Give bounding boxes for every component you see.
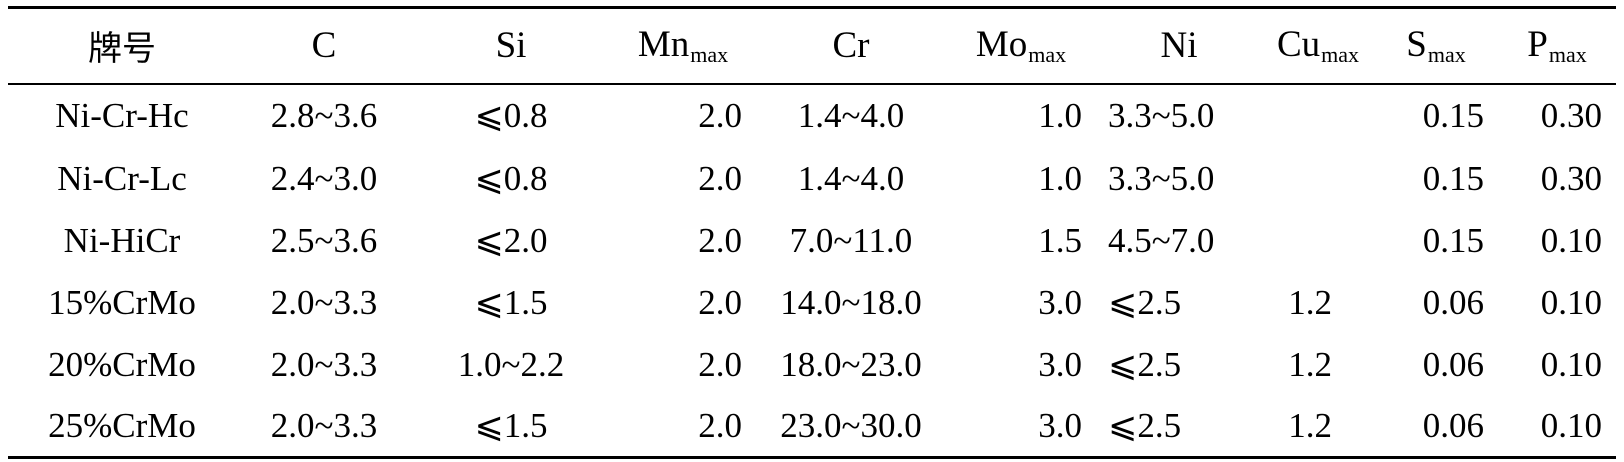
cell-ni: 3.3~5.0 xyxy=(1108,158,1215,198)
cell-grade: 20%CrMo xyxy=(48,344,196,384)
table-row: Ni-HiCr 2.5~3.6 ⩽2.0 2.0 7.0~11.0 1.5 4.… xyxy=(8,210,1616,272)
cell-c: 2.8~3.6 xyxy=(270,96,378,135)
cell-cu xyxy=(1262,84,1374,148)
cell-cr: 18.0~23.0 xyxy=(780,344,922,384)
cell-mo: 3.0 xyxy=(1038,344,1082,384)
cell-grade: 15%CrMo xyxy=(48,282,196,322)
cell-mn: 2.0 xyxy=(698,344,742,384)
cell-si: ⩽1.5 xyxy=(474,405,548,445)
cell-mo: 1.0 xyxy=(1038,96,1082,135)
header-grade: 牌号 xyxy=(88,29,156,70)
header-p: Pmax xyxy=(1498,8,1616,84)
cell-s: 0.15 xyxy=(1422,96,1484,135)
table-row: Ni-Cr-Lc 2.4~3.0 ⩽0.8 2.0 1.4~4.0 1.0 3.… xyxy=(8,148,1616,210)
header-mn-subscript: max xyxy=(690,42,729,68)
cell-cr: 14.0~18.0 xyxy=(780,282,922,322)
header-mo: Momax xyxy=(946,8,1096,84)
header-s: Smax xyxy=(1374,8,1498,84)
cell-si: ⩽1.5 xyxy=(474,282,548,322)
cell-cu xyxy=(1262,210,1374,272)
header-cr: Cr xyxy=(832,25,870,67)
cell-c: 2.5~3.6 xyxy=(270,220,378,260)
cell-p: 0.10 xyxy=(1540,344,1602,384)
cell-grade: Ni-HiCr xyxy=(63,220,181,260)
cell-c: 2.0~3.3 xyxy=(270,282,378,322)
header-s-subscript: max xyxy=(1427,42,1466,68)
cell-grade: Ni-Cr-Hc xyxy=(55,96,189,135)
cell-mn: 2.0 xyxy=(698,405,742,445)
cell-mn: 2.0 xyxy=(698,96,742,135)
header-cu: Cumax xyxy=(1262,8,1374,84)
cell-s: 0.15 xyxy=(1422,158,1484,198)
cell-si: ⩽2.0 xyxy=(474,220,548,260)
header-cu-label: Cu xyxy=(1276,24,1321,66)
cell-ni: ⩽2.5 xyxy=(1108,405,1182,445)
header-p-subscript: max xyxy=(1548,42,1587,68)
cell-s: 0.06 xyxy=(1422,282,1484,322)
header-mo-subscript: max xyxy=(1028,42,1067,68)
cell-cr: 1.4~4.0 xyxy=(797,158,905,198)
cell-cr: 23.0~30.0 xyxy=(780,405,922,445)
cell-mo: 1.5 xyxy=(1038,220,1082,260)
cell-grade: 25%CrMo xyxy=(48,405,196,445)
cell-p: 0.10 xyxy=(1540,405,1602,445)
header-ni: Ni xyxy=(1160,25,1198,67)
cell-ni: ⩽2.5 xyxy=(1108,282,1182,322)
cell-mo: 1.0 xyxy=(1038,158,1082,198)
header-mo-label: Mo xyxy=(975,24,1028,66)
cell-si: ⩽0.8 xyxy=(474,158,548,198)
table-header: 牌号 C Si Mnmax Cr Momax Ni Cumax Smax Pma… xyxy=(8,7,1616,84)
table-row: 25%CrMo 2.0~3.3 ⩽1.5 2.0 23.0~30.0 3.0 ⩽… xyxy=(8,396,1616,458)
cell-cu: 1.2 xyxy=(1288,405,1332,445)
cell-s: 0.06 xyxy=(1422,405,1484,445)
cell-mo: 3.0 xyxy=(1038,405,1082,445)
header-mn: Mnmax xyxy=(610,8,756,84)
cell-ni: 4.5~7.0 xyxy=(1108,220,1215,260)
header-p-label: P xyxy=(1527,24,1548,66)
header-mn-label: Mn xyxy=(637,24,690,66)
composition-table-container: 牌号 C Si Mnmax Cr Momax Ni Cumax Smax Pma… xyxy=(8,6,1616,459)
cell-cr: 1.4~4.0 xyxy=(797,96,905,135)
cell-p: 0.10 xyxy=(1540,220,1602,260)
cell-si: ⩽0.8 xyxy=(474,96,548,135)
cell-cu xyxy=(1262,148,1374,210)
cell-mn: 2.0 xyxy=(698,282,742,322)
cell-p: 0.30 xyxy=(1540,96,1602,135)
header-si: Si xyxy=(495,25,527,67)
header-s-label: S xyxy=(1406,24,1427,66)
cell-si: 1.0~2.2 xyxy=(457,344,565,384)
cell-ni: ⩽2.5 xyxy=(1108,344,1182,384)
cell-mn: 2.0 xyxy=(698,158,742,198)
cell-cu: 1.2 xyxy=(1288,282,1332,322)
table-row: 20%CrMo 2.0~3.3 1.0~2.2 2.0 18.0~23.0 3.… xyxy=(8,334,1616,396)
cell-c: 2.4~3.0 xyxy=(270,158,378,198)
table-row: Ni-Cr-Hc 2.8~3.6 ⩽0.8 2.0 1.4~4.0 1.0 3.… xyxy=(8,84,1616,148)
cell-ni: 3.3~5.0 xyxy=(1108,96,1215,135)
table-body: Ni-Cr-Hc 2.8~3.6 ⩽0.8 2.0 1.4~4.0 1.0 3.… xyxy=(8,84,1616,458)
cell-p: 0.30 xyxy=(1540,158,1602,198)
cell-cu: 1.2 xyxy=(1288,344,1332,384)
header-cu-subscript: max xyxy=(1321,42,1360,68)
composition-table: 牌号 C Si Mnmax Cr Momax Ni Cumax Smax Pma… xyxy=(8,6,1616,459)
cell-c: 2.0~3.3 xyxy=(270,344,378,384)
table-row: 15%CrMo 2.0~3.3 ⩽1.5 2.0 14.0~18.0 3.0 ⩽… xyxy=(8,272,1616,334)
cell-mo: 3.0 xyxy=(1038,282,1082,322)
header-row: 牌号 C Si Mnmax Cr Momax Ni Cumax Smax Pma… xyxy=(8,8,1616,84)
cell-cr: 7.0~11.0 xyxy=(789,220,913,260)
cell-mn: 2.0 xyxy=(698,220,742,260)
cell-c: 2.0~3.3 xyxy=(270,405,378,445)
cell-s: 0.15 xyxy=(1422,220,1484,260)
cell-s: 0.06 xyxy=(1422,344,1484,384)
cell-p: 0.10 xyxy=(1540,282,1602,322)
cell-grade: Ni-Cr-Lc xyxy=(57,158,187,198)
header-c: C xyxy=(311,25,337,67)
